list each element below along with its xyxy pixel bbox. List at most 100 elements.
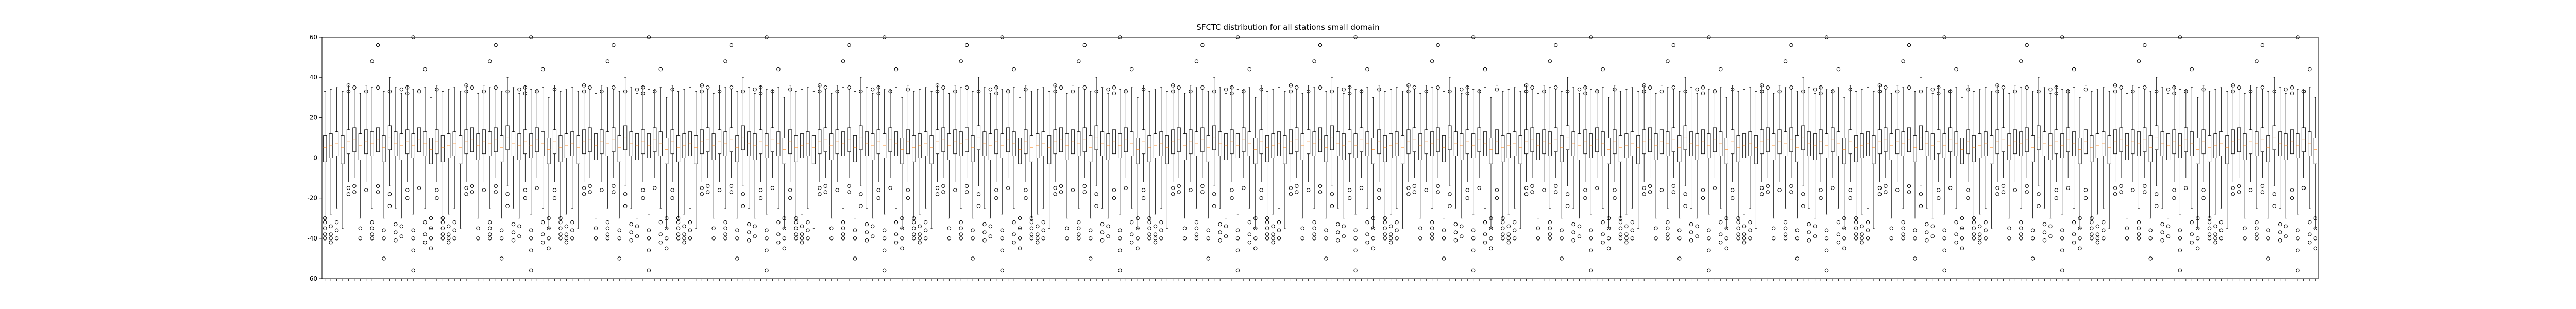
outlier-point <box>1884 190 1888 194</box>
outlier-point <box>2095 236 2100 241</box>
outlier-point <box>1453 230 1458 234</box>
outlier-point <box>959 220 963 225</box>
outlier-point <box>605 220 610 225</box>
outlier-point <box>1630 236 1635 241</box>
outlier-point <box>2137 220 2141 225</box>
outlier-point <box>670 87 674 92</box>
outlier-point <box>1624 224 1629 229</box>
outlier-point <box>1789 85 1793 90</box>
outlier-point <box>1901 236 1905 241</box>
outlier-point <box>440 236 445 241</box>
outlier-point <box>1089 236 1093 241</box>
outlier-point <box>2019 232 2023 236</box>
outlier-point <box>1277 236 1281 241</box>
outlier-point <box>2201 188 2206 192</box>
outlier-point <box>2207 226 2212 230</box>
outlier-point <box>1583 91 1587 96</box>
outlier-point <box>2190 232 2194 236</box>
outlier-point <box>1265 236 1269 241</box>
outlier-point <box>1018 236 1022 241</box>
outlier-point <box>818 192 822 196</box>
outlier-point <box>1436 184 1440 188</box>
outlier-point <box>588 190 592 194</box>
outlier-point <box>1159 220 1163 225</box>
outlier-point <box>1383 236 1387 241</box>
box-iqr <box>2243 133 2247 160</box>
outlier-point <box>1689 238 1693 243</box>
outlier-point <box>658 240 663 245</box>
outlier-point <box>1118 248 1122 252</box>
outlier-point <box>447 236 451 241</box>
outlier-point <box>1642 89 1646 94</box>
outlier-point <box>1760 89 1764 94</box>
outlier-point <box>488 232 492 236</box>
outlier-point <box>1701 85 1705 90</box>
outlier-point <box>494 190 498 194</box>
outlier-point <box>617 256 621 261</box>
outlier-point <box>1406 192 1411 196</box>
outlier-point <box>2178 236 2182 241</box>
outlier-point <box>841 59 845 63</box>
box-iqr <box>1383 135 1387 162</box>
outlier-point <box>2255 59 2259 63</box>
outlier-point <box>2178 248 2182 252</box>
box-iqr <box>576 135 580 164</box>
outlier-point <box>1789 184 1793 188</box>
outlier-point <box>517 87 521 92</box>
outlier-point <box>859 204 863 208</box>
outlier-point <box>1094 192 1098 196</box>
outlier-point <box>818 89 822 94</box>
outlier-point <box>629 222 633 227</box>
outlier-point <box>2113 89 2117 94</box>
outlier-point <box>582 83 586 88</box>
outlier-point <box>747 222 751 227</box>
outlier-point <box>1377 196 1381 200</box>
box-iqr <box>1754 135 1758 164</box>
outlier-point <box>1807 230 1811 234</box>
outlier-point <box>470 85 474 90</box>
outlier-point <box>346 83 351 88</box>
outlier-point <box>1901 59 1905 63</box>
outlier-point <box>1642 186 1646 190</box>
outlier-point <box>1937 85 1941 90</box>
outlier-point <box>1365 220 1369 225</box>
outlier-point <box>2007 236 2011 241</box>
outlier-point <box>1783 236 1788 241</box>
outlier-point <box>2072 240 2076 245</box>
outlier-point <box>1147 216 1151 220</box>
outlier-point <box>523 91 528 96</box>
box-iqr <box>1418 133 1422 160</box>
outlier-point <box>1253 216 1258 220</box>
outlier-point <box>1565 204 1570 208</box>
box-iqr <box>1724 138 1728 164</box>
outlier-point <box>1966 196 1970 200</box>
outlier-point <box>688 228 692 232</box>
outlier-point <box>1695 87 1699 92</box>
outlier-point <box>1707 268 1711 273</box>
outlier-point <box>452 236 456 241</box>
outlier-point <box>1795 256 1800 261</box>
outlier-point <box>1436 190 1440 194</box>
outlier-point <box>1630 220 1635 225</box>
outlier-point <box>2166 87 2171 92</box>
outlier-point <box>1089 228 1093 232</box>
outlier-point <box>876 196 880 200</box>
outlier-point <box>776 240 781 245</box>
outlier-point <box>753 234 757 238</box>
outlier-point <box>1265 216 1269 220</box>
outlier-point <box>1618 220 1623 225</box>
outlier-point <box>629 238 633 243</box>
outlier-point <box>1618 232 1623 236</box>
outlier-point <box>2001 190 2006 194</box>
outlier-point <box>2060 228 2064 232</box>
outlier-point <box>1719 232 1723 236</box>
outlier-point <box>906 87 910 92</box>
outlier-point <box>1065 226 1069 230</box>
outlier-point <box>1907 85 1911 90</box>
outlier-point <box>1477 89 1481 94</box>
outlier-point <box>1000 268 1004 273</box>
outlier-point <box>2102 220 2106 225</box>
outlier-point <box>1831 186 1835 190</box>
outlier-point <box>1766 85 1770 90</box>
